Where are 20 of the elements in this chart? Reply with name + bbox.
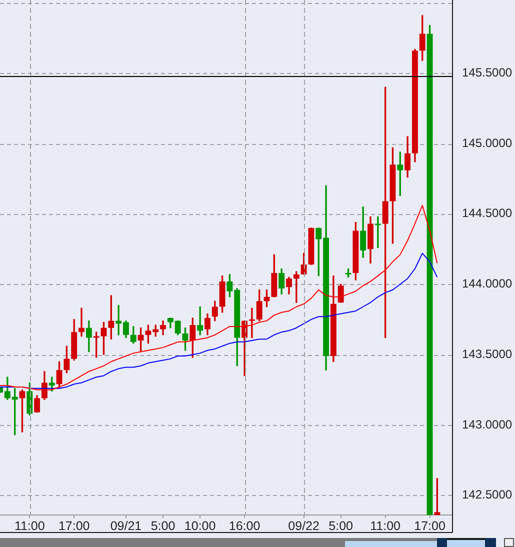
x-tick-label: 09/22 — [288, 518, 320, 533]
y-tick-label: 145.5000 — [462, 65, 512, 80]
x-tick-label: 16:00 — [228, 518, 260, 533]
y-tick-label: 145.0000 — [462, 136, 512, 150]
x-tick-label: 11:00 — [14, 518, 45, 533]
x-tick-label: 17:00 — [414, 518, 446, 533]
y-tick-label: 144.0000 — [462, 276, 512, 291]
x-tick-label: 17:00 — [58, 518, 90, 533]
x-tick-label: 11:00 — [370, 518, 401, 533]
y-tick-label: 142.5000 — [462, 488, 512, 502]
x-tick-label: 5:00 — [150, 518, 176, 533]
x-tick-label: 10:00 — [184, 518, 216, 533]
x-tick-label: 5:00 — [328, 518, 354, 533]
y-tick-label: 144.5000 — [462, 206, 512, 220]
x-tick-label: 09/21 — [110, 518, 142, 533]
candlestick — [78, 308, 84, 337]
candlestick — [248, 308, 255, 338]
candlestick — [197, 306, 204, 336]
y-tick-label: 143.0000 — [462, 417, 512, 432]
y-tick-label: 143.5000 — [462, 346, 512, 361]
